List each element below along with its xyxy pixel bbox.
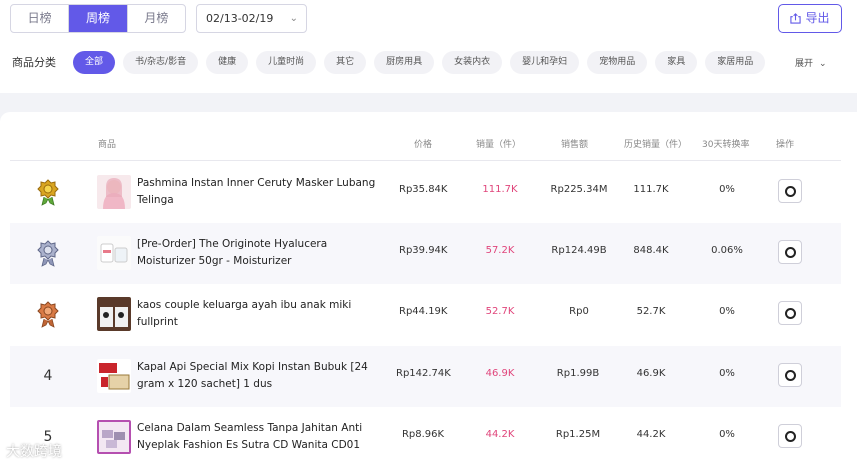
col-conversion: 30天转换率 [702, 140, 750, 150]
detail-button[interactable] [778, 301, 802, 325]
date-range-value: 02/13-02/19 [206, 12, 274, 25]
chevron-down-icon: ⌄ [289, 13, 298, 24]
expand-button[interactable]: 展开 ⌄ [795, 56, 827, 69]
revenue-cell: Rp0 [569, 306, 589, 317]
date-range-select[interactable]: 02/13-02/19 ⌄ [196, 4, 307, 33]
table-row[interactable]: Pashmina Instan Inner Ceruty Masker Luba… [10, 162, 841, 223]
product-title[interactable]: Pashmina Instan Inner Ceruty Masker Luba… [137, 177, 376, 206]
revenue-cell: Rp124.49B [551, 245, 607, 256]
category-chip[interactable]: 家具 [655, 51, 698, 74]
product-image[interactable] [97, 297, 131, 331]
export-label: 导出 [805, 11, 830, 25]
history-sales-cell: 111.7K [633, 184, 669, 195]
tab-monthly[interactable]: 月榜 [126, 5, 185, 32]
detail-button[interactable] [778, 424, 802, 448]
category-chip[interactable]: 厨房用具 [374, 51, 435, 74]
detail-button[interactable] [778, 240, 802, 264]
table-row[interactable]: 4 Kapal Api Special Mix Kopi Instan Bubu… [10, 346, 841, 407]
category-chip[interactable]: 其它 [324, 51, 367, 74]
category-chip[interactable]: 女装内衣 [442, 51, 503, 74]
detail-button[interactable] [778, 363, 802, 387]
conversion-cell: 0% [719, 184, 735, 195]
sales-cell: 44.2K [485, 429, 515, 440]
product-title[interactable]: [Pre-Order] The Originote Hyalucera Mois… [137, 238, 328, 267]
sales-cell: 57.2K [485, 245, 515, 256]
silver-medal-icon [36, 239, 60, 267]
col-price: 价格 [414, 140, 433, 150]
col-product: 商品 [98, 140, 117, 150]
col-revenue: 销售额 [561, 140, 589, 150]
product-image[interactable] [97, 236, 131, 270]
ranking-table: 商品 价格 销量（件） 销售额 历史销量（件） 30天转换率 操作 Pashmi… [0, 112, 857, 470]
period-switch: 日榜 周榜 月榜 [10, 4, 186, 33]
conversion-cell: 0% [719, 306, 735, 317]
table-header: 商品 价格 销量（件） 销售额 历史销量（件） 30天转换率 操作 [10, 132, 841, 161]
category-chip[interactable]: 家居用品 [705, 51, 766, 74]
bronze-medal-icon [36, 300, 60, 328]
product-title[interactable]: Kapal Api Special Mix Kopi Instan Bubuk … [137, 361, 368, 390]
top-bar: 日榜 周榜 月榜 02/13-02/19 ⌄ 导出 商品分类 全部 书/杂志/影… [0, 0, 857, 93]
price-cell: Rp142.74K [396, 368, 451, 379]
category-chip-all[interactable]: 全部 [73, 51, 116, 74]
chevron-down-icon: ⌄ [819, 59, 827, 69]
price-cell: Rp8.96K [401, 429, 445, 440]
table-row[interactable]: 5 Celana Dalam Seamless Tanpa Jahitan An… [10, 407, 841, 468]
gold-medal-icon [36, 178, 60, 206]
sales-cell: 46.9K [485, 368, 515, 379]
history-sales-cell: 46.9K [636, 368, 666, 379]
conversion-cell: 0% [719, 429, 735, 440]
product-title[interactable]: kaos couple keluarga ayah ibu anak miki … [137, 299, 352, 328]
price-cell: Rp35.84K [399, 184, 448, 195]
tab-weekly[interactable]: 周榜 [68, 5, 127, 32]
rank-number: 5 [43, 429, 53, 445]
category-chips: 全部 书/杂志/影音 健康 儿童时尚 其它 厨房用具 女装内衣 婴儿和孕妇 宠物… [73, 51, 766, 74]
category-chip[interactable]: 健康 [206, 51, 249, 74]
price-cell: Rp39.94K [399, 245, 448, 256]
watermark: 大数跨境 [6, 444, 62, 460]
table-row[interactable]: kaos couple keluarga ayah ibu anak miki … [10, 284, 841, 345]
product-image[interactable] [97, 359, 131, 393]
product-title[interactable]: Celana Dalam Seamless Tanpa Jahitan Anti… [137, 422, 363, 451]
revenue-cell: Rp225.34M [550, 184, 608, 195]
category-label: 商品分类 [12, 56, 56, 69]
expand-label: 展开 [795, 59, 814, 69]
export-button[interactable]: 导出 [778, 4, 842, 33]
product-image[interactable] [97, 420, 131, 454]
history-sales-cell: 52.7K [636, 306, 666, 317]
category-chip[interactable]: 宠物用品 [587, 51, 648, 74]
detail-button[interactable] [778, 179, 802, 203]
revenue-cell: Rp1.25M [555, 429, 601, 440]
price-cell: Rp44.19K [399, 306, 448, 317]
category-chip[interactable]: 儿童时尚 [256, 51, 317, 74]
sales-cell: 111.7K [482, 184, 518, 195]
category-chip[interactable]: 书/杂志/影音 [123, 51, 199, 74]
history-sales-cell: 848.4K [633, 245, 669, 256]
conversion-cell: 0% [719, 368, 735, 379]
product-image[interactable] [97, 175, 131, 209]
rank-number: 4 [43, 368, 53, 384]
col-sales: 销量（件） [476, 140, 522, 150]
category-chip[interactable]: 婴儿和孕妇 [510, 51, 580, 74]
export-icon [790, 13, 802, 24]
history-sales-cell: 44.2K [636, 429, 666, 440]
col-history: 历史销量（件） [624, 140, 688, 150]
tab-daily[interactable]: 日榜 [27, 11, 52, 25]
conversion-cell: 0.06% [711, 245, 743, 256]
col-action: 操作 [776, 140, 795, 150]
sales-cell: 52.7K [485, 306, 515, 317]
table-row[interactable]: [Pre-Order] The Originote Hyalucera Mois… [10, 223, 841, 284]
revenue-cell: Rp1.99B [556, 368, 600, 379]
